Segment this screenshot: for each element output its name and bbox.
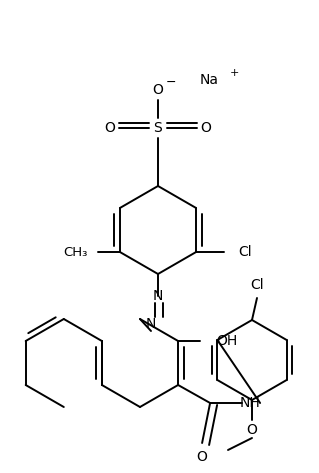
Text: Na: Na: [200, 73, 219, 87]
Text: −: −: [166, 76, 176, 88]
Text: OH: OH: [216, 334, 237, 348]
Text: O: O: [201, 121, 211, 135]
Text: O: O: [152, 83, 163, 97]
Text: +: +: [230, 68, 239, 78]
Text: O: O: [105, 121, 115, 135]
Text: NH: NH: [240, 396, 261, 410]
Text: CH₃: CH₃: [63, 245, 88, 259]
Text: O: O: [247, 423, 257, 437]
Text: S: S: [154, 121, 162, 135]
Text: Cl: Cl: [250, 278, 264, 292]
Text: N: N: [146, 317, 156, 331]
Text: Cl: Cl: [238, 245, 252, 259]
Text: O: O: [197, 450, 208, 464]
Text: N: N: [153, 289, 163, 303]
